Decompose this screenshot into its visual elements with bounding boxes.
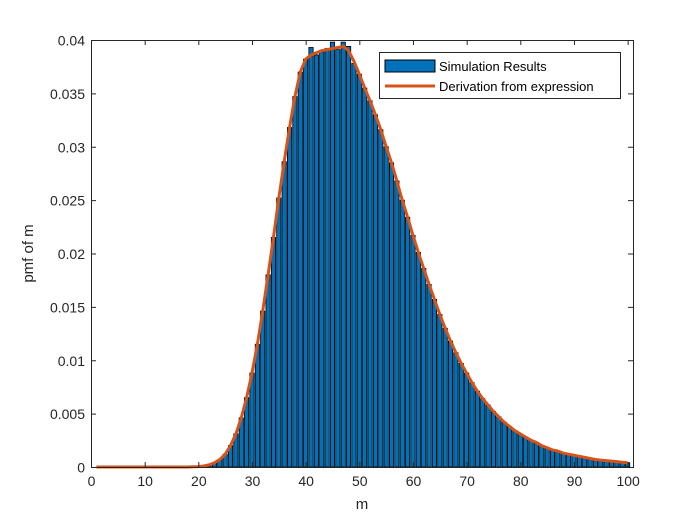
bar bbox=[362, 87, 368, 468]
bar bbox=[372, 114, 378, 468]
bar bbox=[287, 127, 293, 468]
bar bbox=[539, 445, 545, 468]
bar bbox=[517, 433, 523, 468]
bar bbox=[533, 442, 539, 468]
x-tick-label: 10 bbox=[137, 473, 153, 489]
bar bbox=[346, 46, 352, 468]
x-tick-label: 0 bbox=[88, 473, 96, 489]
bar bbox=[399, 199, 405, 468]
bar bbox=[464, 372, 470, 468]
bar bbox=[437, 313, 443, 468]
bar bbox=[351, 63, 357, 468]
x-tick-label: 80 bbox=[513, 473, 529, 489]
y-tick-label: 0.005 bbox=[50, 406, 85, 422]
bar bbox=[507, 426, 513, 468]
y-tick-label: 0.035 bbox=[50, 86, 85, 102]
y-axis-ticks: 0 0.005 0.01 0.015 0.02 0.025 0.03 0.035 0.04 bbox=[50, 33, 633, 476]
y-axis-label: pmf of m bbox=[20, 224, 37, 282]
bar bbox=[276, 197, 282, 468]
legend-label-simulation: Simulation Results bbox=[439, 59, 547, 74]
bar bbox=[265, 274, 271, 468]
bar bbox=[469, 382, 475, 468]
legend-swatch-simulation bbox=[384, 59, 436, 73]
plot-area: 0 10 20 30 40 50 60 70 80 90 100 0 0.005 0.01 0.015 0.… bbox=[50, 33, 640, 490]
bar bbox=[480, 398, 486, 468]
y-tick-label: 0.015 bbox=[50, 299, 85, 315]
y-tick-label: 0.01 bbox=[58, 353, 85, 369]
bar bbox=[254, 343, 260, 468]
bar bbox=[496, 416, 502, 468]
x-axis-label: m bbox=[356, 496, 369, 513]
y-tick-label: 0.025 bbox=[50, 193, 85, 209]
x-tick-label: 40 bbox=[298, 473, 314, 489]
bar bbox=[544, 447, 550, 468]
y-tick-label: 0.02 bbox=[58, 246, 85, 262]
bar bbox=[292, 96, 298, 468]
bar bbox=[549, 449, 556, 468]
bar bbox=[485, 404, 491, 468]
x-tick-label: 90 bbox=[567, 473, 583, 489]
bar bbox=[383, 146, 389, 468]
axes-box bbox=[91, 40, 633, 467]
x-tick-label: 20 bbox=[191, 473, 207, 489]
bar bbox=[313, 54, 319, 468]
bar bbox=[458, 363, 464, 468]
bar bbox=[249, 372, 255, 468]
bar bbox=[319, 51, 325, 468]
bar bbox=[356, 73, 362, 468]
bar bbox=[388, 162, 395, 468]
x-tick-label: 100 bbox=[616, 473, 640, 489]
y-tick-label: 0 bbox=[77, 460, 85, 476]
bar bbox=[523, 436, 529, 468]
bar bbox=[367, 100, 373, 468]
x-tick-label: 50 bbox=[352, 473, 368, 489]
bar bbox=[260, 310, 266, 468]
x-tick-label: 70 bbox=[459, 473, 475, 489]
bar bbox=[442, 327, 448, 468]
bar bbox=[555, 450, 561, 468]
legend-label-derivation: Derivation from expression bbox=[439, 79, 594, 94]
bar bbox=[394, 180, 400, 468]
bar bbox=[340, 41, 346, 468]
bar bbox=[378, 129, 384, 468]
bar bbox=[405, 216, 411, 468]
bar bbox=[308, 47, 314, 468]
bar bbox=[447, 340, 454, 468]
bar bbox=[335, 49, 341, 468]
bar bbox=[324, 48, 330, 468]
bar bbox=[528, 439, 534, 468]
bar bbox=[329, 41, 336, 468]
bar bbox=[410, 234, 416, 468]
bar bbox=[453, 352, 459, 468]
legend: Simulation Results Derivation from expre… bbox=[379, 52, 621, 99]
bar bbox=[421, 268, 427, 468]
x-tick-label: 30 bbox=[245, 473, 261, 489]
bar bbox=[426, 284, 432, 468]
bar bbox=[512, 430, 518, 468]
x-axis-ticks: 0 10 20 30 40 50 60 70 80 90 100 bbox=[88, 40, 640, 489]
bar bbox=[270, 237, 276, 468]
y-tick-label: 0.03 bbox=[58, 139, 85, 155]
bar bbox=[303, 58, 309, 468]
bar bbox=[415, 252, 421, 468]
x-tick-label: 60 bbox=[406, 473, 422, 489]
bar bbox=[566, 453, 572, 468]
bar bbox=[474, 390, 480, 468]
y-tick-label: 0.04 bbox=[58, 33, 85, 49]
bar bbox=[560, 452, 566, 468]
bar bbox=[281, 161, 287, 468]
bar bbox=[501, 421, 507, 468]
bar bbox=[490, 411, 497, 468]
bar bbox=[431, 298, 437, 468]
bar bbox=[297, 71, 303, 468]
